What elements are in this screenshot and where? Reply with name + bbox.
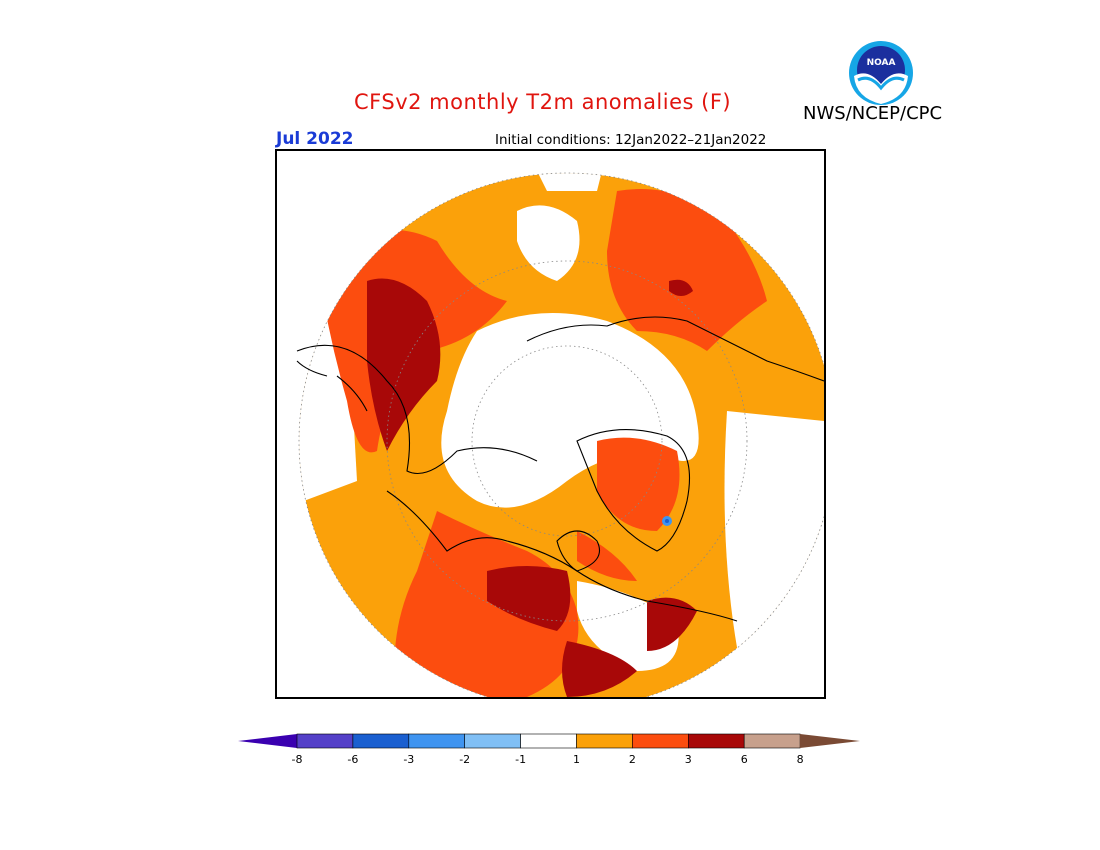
colorbar-tick-label: 8 [797, 753, 804, 766]
polar-anomaly-map [275, 149, 826, 699]
siberia-strong-warm-spot [669, 279, 693, 296]
coastlines [296, 316, 824, 622]
colorbar-tick-label: -8 [292, 753, 303, 766]
colorbar-tick-label: 6 [741, 753, 748, 766]
inner-latitude-circle [471, 345, 663, 537]
eurasia-coastline [386, 490, 738, 622]
colorbar-bin [632, 733, 689, 749]
colorbar-bin [743, 733, 801, 749]
colorbar-bins [296, 733, 801, 749]
colorbar-bin [576, 733, 633, 749]
siberia-warm-region [607, 189, 767, 351]
mid-latitude-circle [386, 260, 748, 622]
pacific-neutral-region [517, 205, 580, 281]
colorbar-tick-label: -1 [515, 753, 526, 766]
color-scale-bar: -8 -6 -3 -2 -1 1 2 3 6 8 [238, 733, 860, 766]
cool-anomaly-core [665, 519, 669, 523]
colorbar-tick-label: -3 [403, 753, 414, 766]
outer-latitude-circle [298, 172, 824, 697]
eurasia-warm-region [394, 511, 579, 697]
colorbar-tick-label: 2 [629, 753, 636, 766]
anomaly-field [299, 173, 824, 697]
colorbar-tick-label: -6 [347, 753, 358, 766]
colorbar-bin [352, 733, 410, 749]
colorbar-tick-label: 3 [685, 753, 692, 766]
graticule [298, 172, 824, 697]
colorbar-low-arrow [238, 734, 297, 748]
pacific-east-neutral-region [724, 411, 824, 697]
agency-label: NWS/NCEP/CPC [803, 103, 943, 124]
siberia-coastline [526, 316, 824, 382]
valid-month-label: Jul 2022 [276, 129, 354, 149]
colorbar-tick-label: -2 [459, 753, 470, 766]
colorbar-tick-label: 1 [573, 753, 580, 766]
greenland-warm-region [597, 437, 680, 531]
southern-eurasia-strong-warm-region [562, 641, 637, 697]
colorbar-tick-labels: -8 -6 -3 -2 -1 1 2 3 6 8 [292, 753, 804, 766]
initial-conditions-label: Initial conditions: 12Jan2022–21Jan2022 [495, 132, 767, 148]
colorbar-bin [520, 733, 577, 749]
scandinavia-warm-region [577, 531, 637, 581]
colorbar-bin [296, 733, 354, 749]
top-neutral-region [527, 173, 607, 191]
logo-text: NOAA [867, 58, 896, 68]
colorbar-bin [408, 733, 466, 749]
colorbar-bin [464, 733, 521, 749]
map-canvas [296, 172, 824, 697]
north-america-coastline [296, 344, 538, 475]
alaska-coastline [296, 360, 368, 412]
central-eurasia-strong-warm-region [487, 566, 571, 631]
chart-title: CFSv2 monthly T2m anomalies (F) [354, 90, 732, 114]
colorbar-high-arrow [800, 734, 860, 748]
colorbar-bin [687, 733, 745, 749]
scandinavia-coastline [556, 530, 601, 572]
arctic-neutral-region [441, 313, 699, 508]
noaa-logo: NOAA [849, 41, 913, 105]
greenland-coastline [576, 429, 691, 552]
mideast-strong-warm-region [647, 597, 697, 651]
